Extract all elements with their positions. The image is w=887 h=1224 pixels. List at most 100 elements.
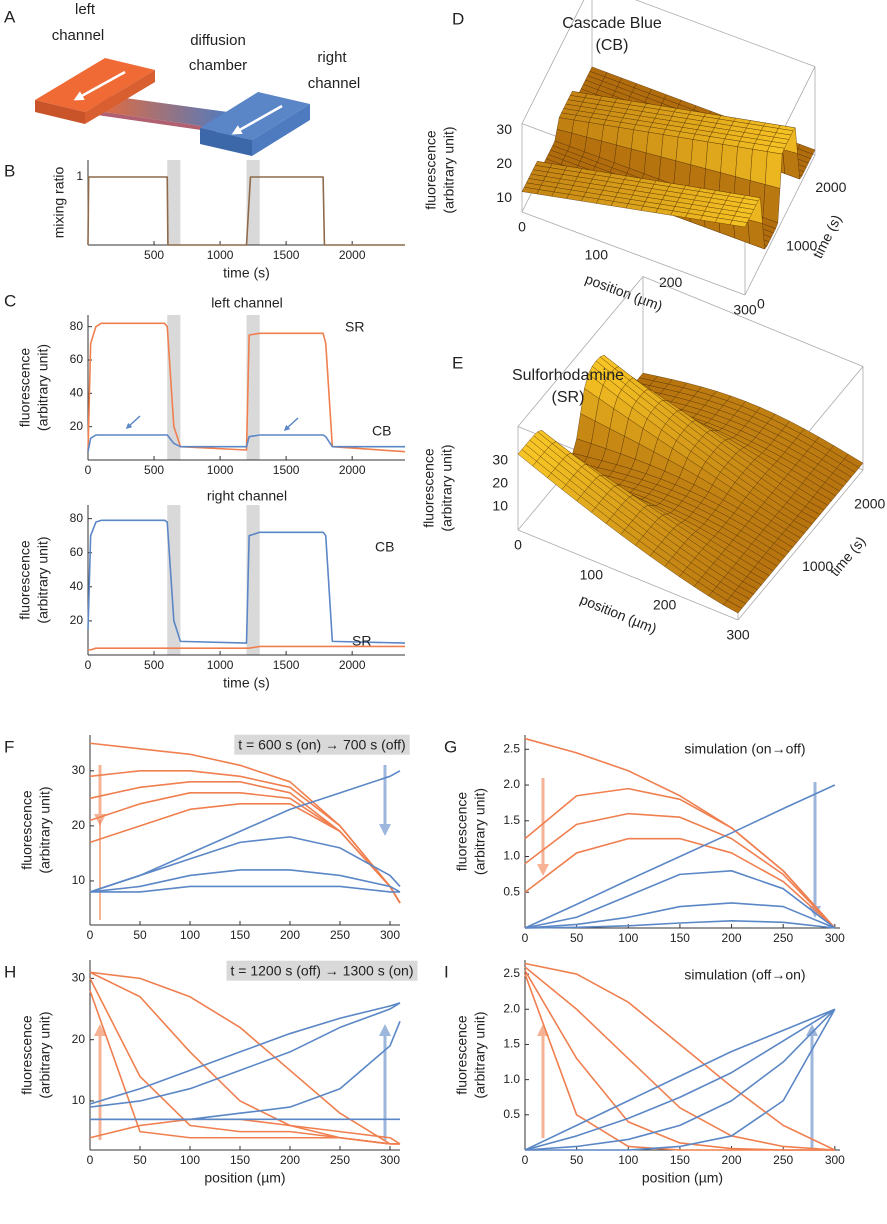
x-tick-label: 300 <box>380 928 400 942</box>
series-line <box>89 1118 401 1145</box>
x-axis-label: position (µm) <box>204 1170 285 1186</box>
x-tick-label: 0 <box>522 931 529 945</box>
series-line <box>88 645 405 651</box>
panel-label: I <box>444 962 449 981</box>
right-box-side <box>200 128 252 156</box>
y-tick-label: 1.0 <box>503 1072 520 1086</box>
x-tick-label: 100 <box>618 931 638 945</box>
diagram-label: channel <box>52 27 105 44</box>
x-tick-label: 0 <box>85 658 92 672</box>
x-tick-label: 100 <box>580 567 604 583</box>
x-tick-label: 50 <box>133 928 147 942</box>
y-tick-label: 0.5 <box>503 884 520 898</box>
y-axis-label: mixing ratio <box>51 167 67 239</box>
y-tick-label: 2.0 <box>503 1001 520 1015</box>
series-line <box>524 1008 836 1151</box>
series-line <box>89 971 400 1145</box>
series-label: CB <box>375 539 394 555</box>
series-line <box>89 869 401 893</box>
box-edge <box>634 0 816 67</box>
box-edge <box>737 469 864 621</box>
y-axis-label: fluorescence <box>454 1015 470 1095</box>
shaded-span <box>167 160 181 245</box>
y-axis-label: (arbitrary unit) <box>472 1011 488 1098</box>
diagram-label: right <box>317 49 347 66</box>
z-tick-label: 20 <box>492 475 508 491</box>
x-tick-label: 0 <box>87 1153 94 1167</box>
x-tick-label: 0 <box>514 537 522 553</box>
x-tick-label: 250 <box>773 931 793 945</box>
annotation: t = 1200 s (off) → 1300 s (on) <box>230 963 413 979</box>
panel-label: G <box>444 737 457 756</box>
box-edge <box>744 154 816 296</box>
x-tick-label: 100 <box>180 928 200 942</box>
chart-title: right channel <box>207 488 287 504</box>
left-box <box>35 58 155 112</box>
x-tick-label: 150 <box>670 931 690 945</box>
series-line <box>89 803 401 904</box>
y-tick-label: 0.5 <box>503 1107 520 1121</box>
annotation-box <box>234 734 410 755</box>
y-axis-label: fluorescence <box>19 1015 35 1095</box>
annotation-arrows <box>94 415 821 1148</box>
surface-patch <box>729 220 748 228</box>
y-tick-label: 1.0 <box>503 849 520 863</box>
y-axis-label: (arbitrary unit) <box>37 1011 53 1098</box>
series-line <box>524 837 836 929</box>
panel-label: B <box>4 161 15 180</box>
surface-patch <box>747 219 765 250</box>
y-axis-label: fluorescence <box>19 790 35 870</box>
series-line <box>524 1008 836 1151</box>
box-edge <box>517 529 739 621</box>
x-tick-label: 1000 <box>207 463 234 477</box>
diagram-label: chamber <box>189 57 247 74</box>
x-tick-label: 300 <box>726 627 750 643</box>
x-tick-label: 100 <box>180 1153 200 1167</box>
t-axis-label: time (s) <box>826 533 868 579</box>
box-edge <box>521 211 746 296</box>
diagram: left channel diffusion chamber right cha… <box>35 1 360 156</box>
x-tick-label: 250 <box>330 1153 350 1167</box>
x-tick-label: 150 <box>230 928 250 942</box>
z-axis-label: fluorescence <box>421 448 437 528</box>
surface-patch <box>762 184 781 224</box>
z-tick-label: 30 <box>492 452 508 468</box>
x-tick-label: 50 <box>570 1153 584 1167</box>
z-tick-label: 10 <box>496 189 512 205</box>
series-line <box>87 434 405 452</box>
diagram-label: channel <box>308 75 361 92</box>
surface-title: (CB) <box>596 37 629 54</box>
x-axis-label: position (µm) <box>583 271 665 314</box>
x-tick-label: 1000 <box>207 658 234 672</box>
y-tick-label: 40 <box>70 579 84 593</box>
z-axis-label: (arbitrary unit) <box>439 444 455 531</box>
t-tick-label: 2000 <box>815 179 846 195</box>
y-axis-label: (arbitrary unit) <box>35 344 51 431</box>
surface-patch <box>735 146 753 181</box>
surface-patch <box>764 151 783 189</box>
series-line <box>524 970 835 1151</box>
y-tick-label: 30 <box>72 971 86 985</box>
x-tick-label: 200 <box>653 597 677 613</box>
surface-patch <box>723 600 743 614</box>
box-edge <box>642 276 864 367</box>
series-line <box>89 770 401 893</box>
series-line <box>524 962 836 1151</box>
arrow <box>283 417 299 432</box>
x-tick-label: 1500 <box>273 463 300 477</box>
surface-patch <box>705 141 723 173</box>
x-tick-label: 200 <box>722 1153 742 1167</box>
series-label: SR <box>345 319 364 335</box>
surface-patch <box>660 134 679 162</box>
x-axis-label: position (µm) <box>642 1170 723 1186</box>
shaded-span <box>167 505 181 655</box>
x-tick-label: 250 <box>330 928 350 942</box>
series-line <box>524 966 835 1151</box>
x-tick-label: 100 <box>618 1153 638 1167</box>
x-tick-label: 250 <box>773 1153 793 1167</box>
y-tick-label: 20 <box>72 1032 86 1046</box>
x-tick-label: 2000 <box>339 248 366 262</box>
x-tick-label: 2000 <box>339 658 366 672</box>
